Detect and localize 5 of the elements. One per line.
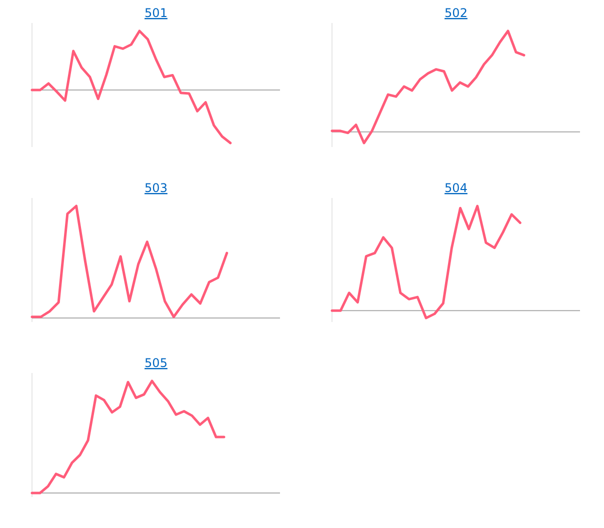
chart-title: 504 <box>444 181 468 195</box>
chart-title: 505 <box>144 356 168 370</box>
chart-title: 503 <box>144 181 168 195</box>
chart-title: 501 <box>144 6 168 20</box>
chart-title: 502 <box>444 6 468 20</box>
